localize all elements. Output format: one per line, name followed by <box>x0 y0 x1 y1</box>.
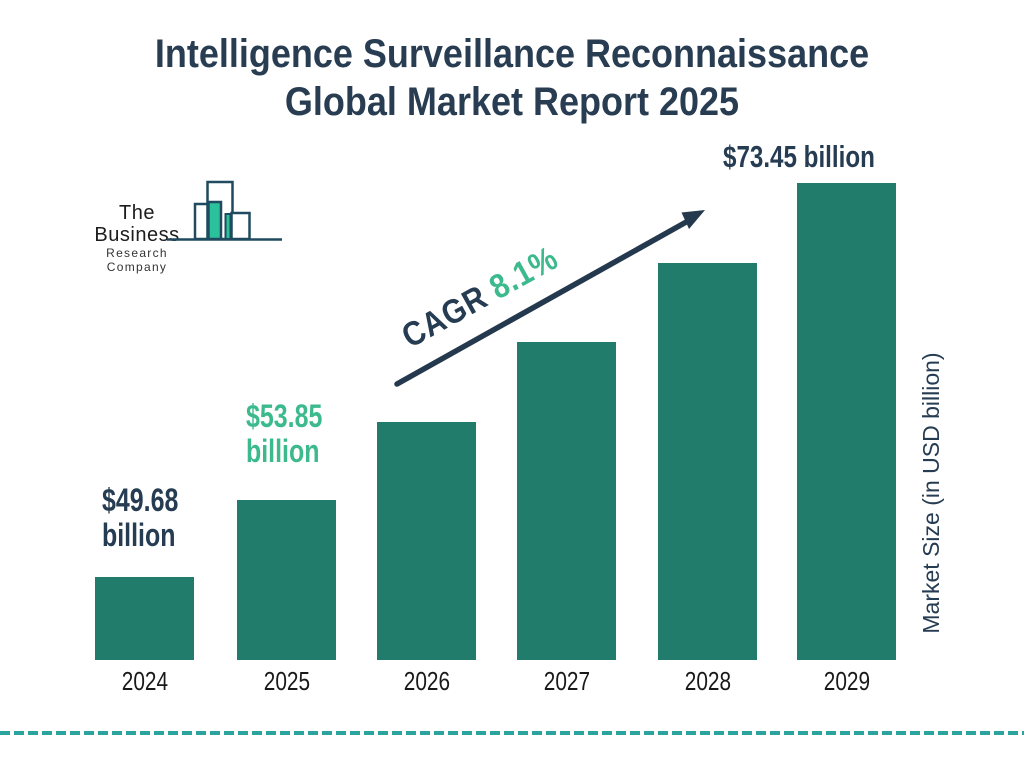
company-logo: The Business Research Company <box>76 180 288 274</box>
x-axis-label-2028: 2028 <box>658 666 757 697</box>
bottom-dashed-divider <box>0 731 1024 735</box>
company-logo-name: The Business Research Company <box>76 202 198 274</box>
cagr-prefix: CAGR <box>395 278 495 356</box>
bar-skyline-logo-icon <box>167 180 282 241</box>
x-axis-label-2029: 2029 <box>797 666 896 697</box>
company-logo-name-line1: The Business <box>94 202 180 246</box>
company-logo-name-line2: Research Company <box>106 246 168 274</box>
x-axis-label-2024: 2024 <box>95 666 194 697</box>
bar-2028 <box>658 263 757 660</box>
bar-2024 <box>95 577 194 660</box>
bar-2029 <box>797 183 896 660</box>
bar-2025 <box>237 500 336 660</box>
x-axis-label-text: 2025 <box>263 666 310 696</box>
cagr-value: 8.1% <box>483 238 565 307</box>
value-label-2025-line2: billion <box>246 433 320 469</box>
x-axis-label-2025: 2025 <box>237 666 336 697</box>
value-label-2024-line2: billion <box>102 517 176 553</box>
x-axis-label-text: 2029 <box>823 666 870 696</box>
page-title: Intelligence Surveillance Reconnaissance… <box>51 30 973 126</box>
cagr-annotation: CAGR8.1% <box>396 239 565 357</box>
value-label-2024-line1: $49.68 <box>102 482 179 518</box>
page-title-line1: Intelligence Surveillance Reconnaissance <box>154 32 870 76</box>
x-axis-label-text: 2026 <box>403 666 450 696</box>
bar-2026 <box>377 422 476 660</box>
y-axis-label: Market Size (in USD billion) <box>918 352 944 634</box>
value-label-2029: $73.45 billion <box>723 141 875 172</box>
x-axis-label-2026: 2026 <box>377 666 476 697</box>
x-axis-label-text: 2024 <box>121 666 168 696</box>
page-title-line2: Global Market Report 2025 <box>284 80 740 124</box>
value-label-2025: $53.85 billion <box>246 399 322 469</box>
bar-2027 <box>517 342 616 660</box>
value-label-2029-line1: $73.45 billion <box>723 139 875 174</box>
x-axis-label-2027: 2027 <box>517 666 616 697</box>
x-axis-label-text: 2027 <box>543 666 590 696</box>
value-label-2024: $49.68 billion <box>102 483 178 553</box>
value-label-2025-line1: $53.85 <box>246 398 323 434</box>
x-axis-label-text: 2028 <box>684 666 731 696</box>
